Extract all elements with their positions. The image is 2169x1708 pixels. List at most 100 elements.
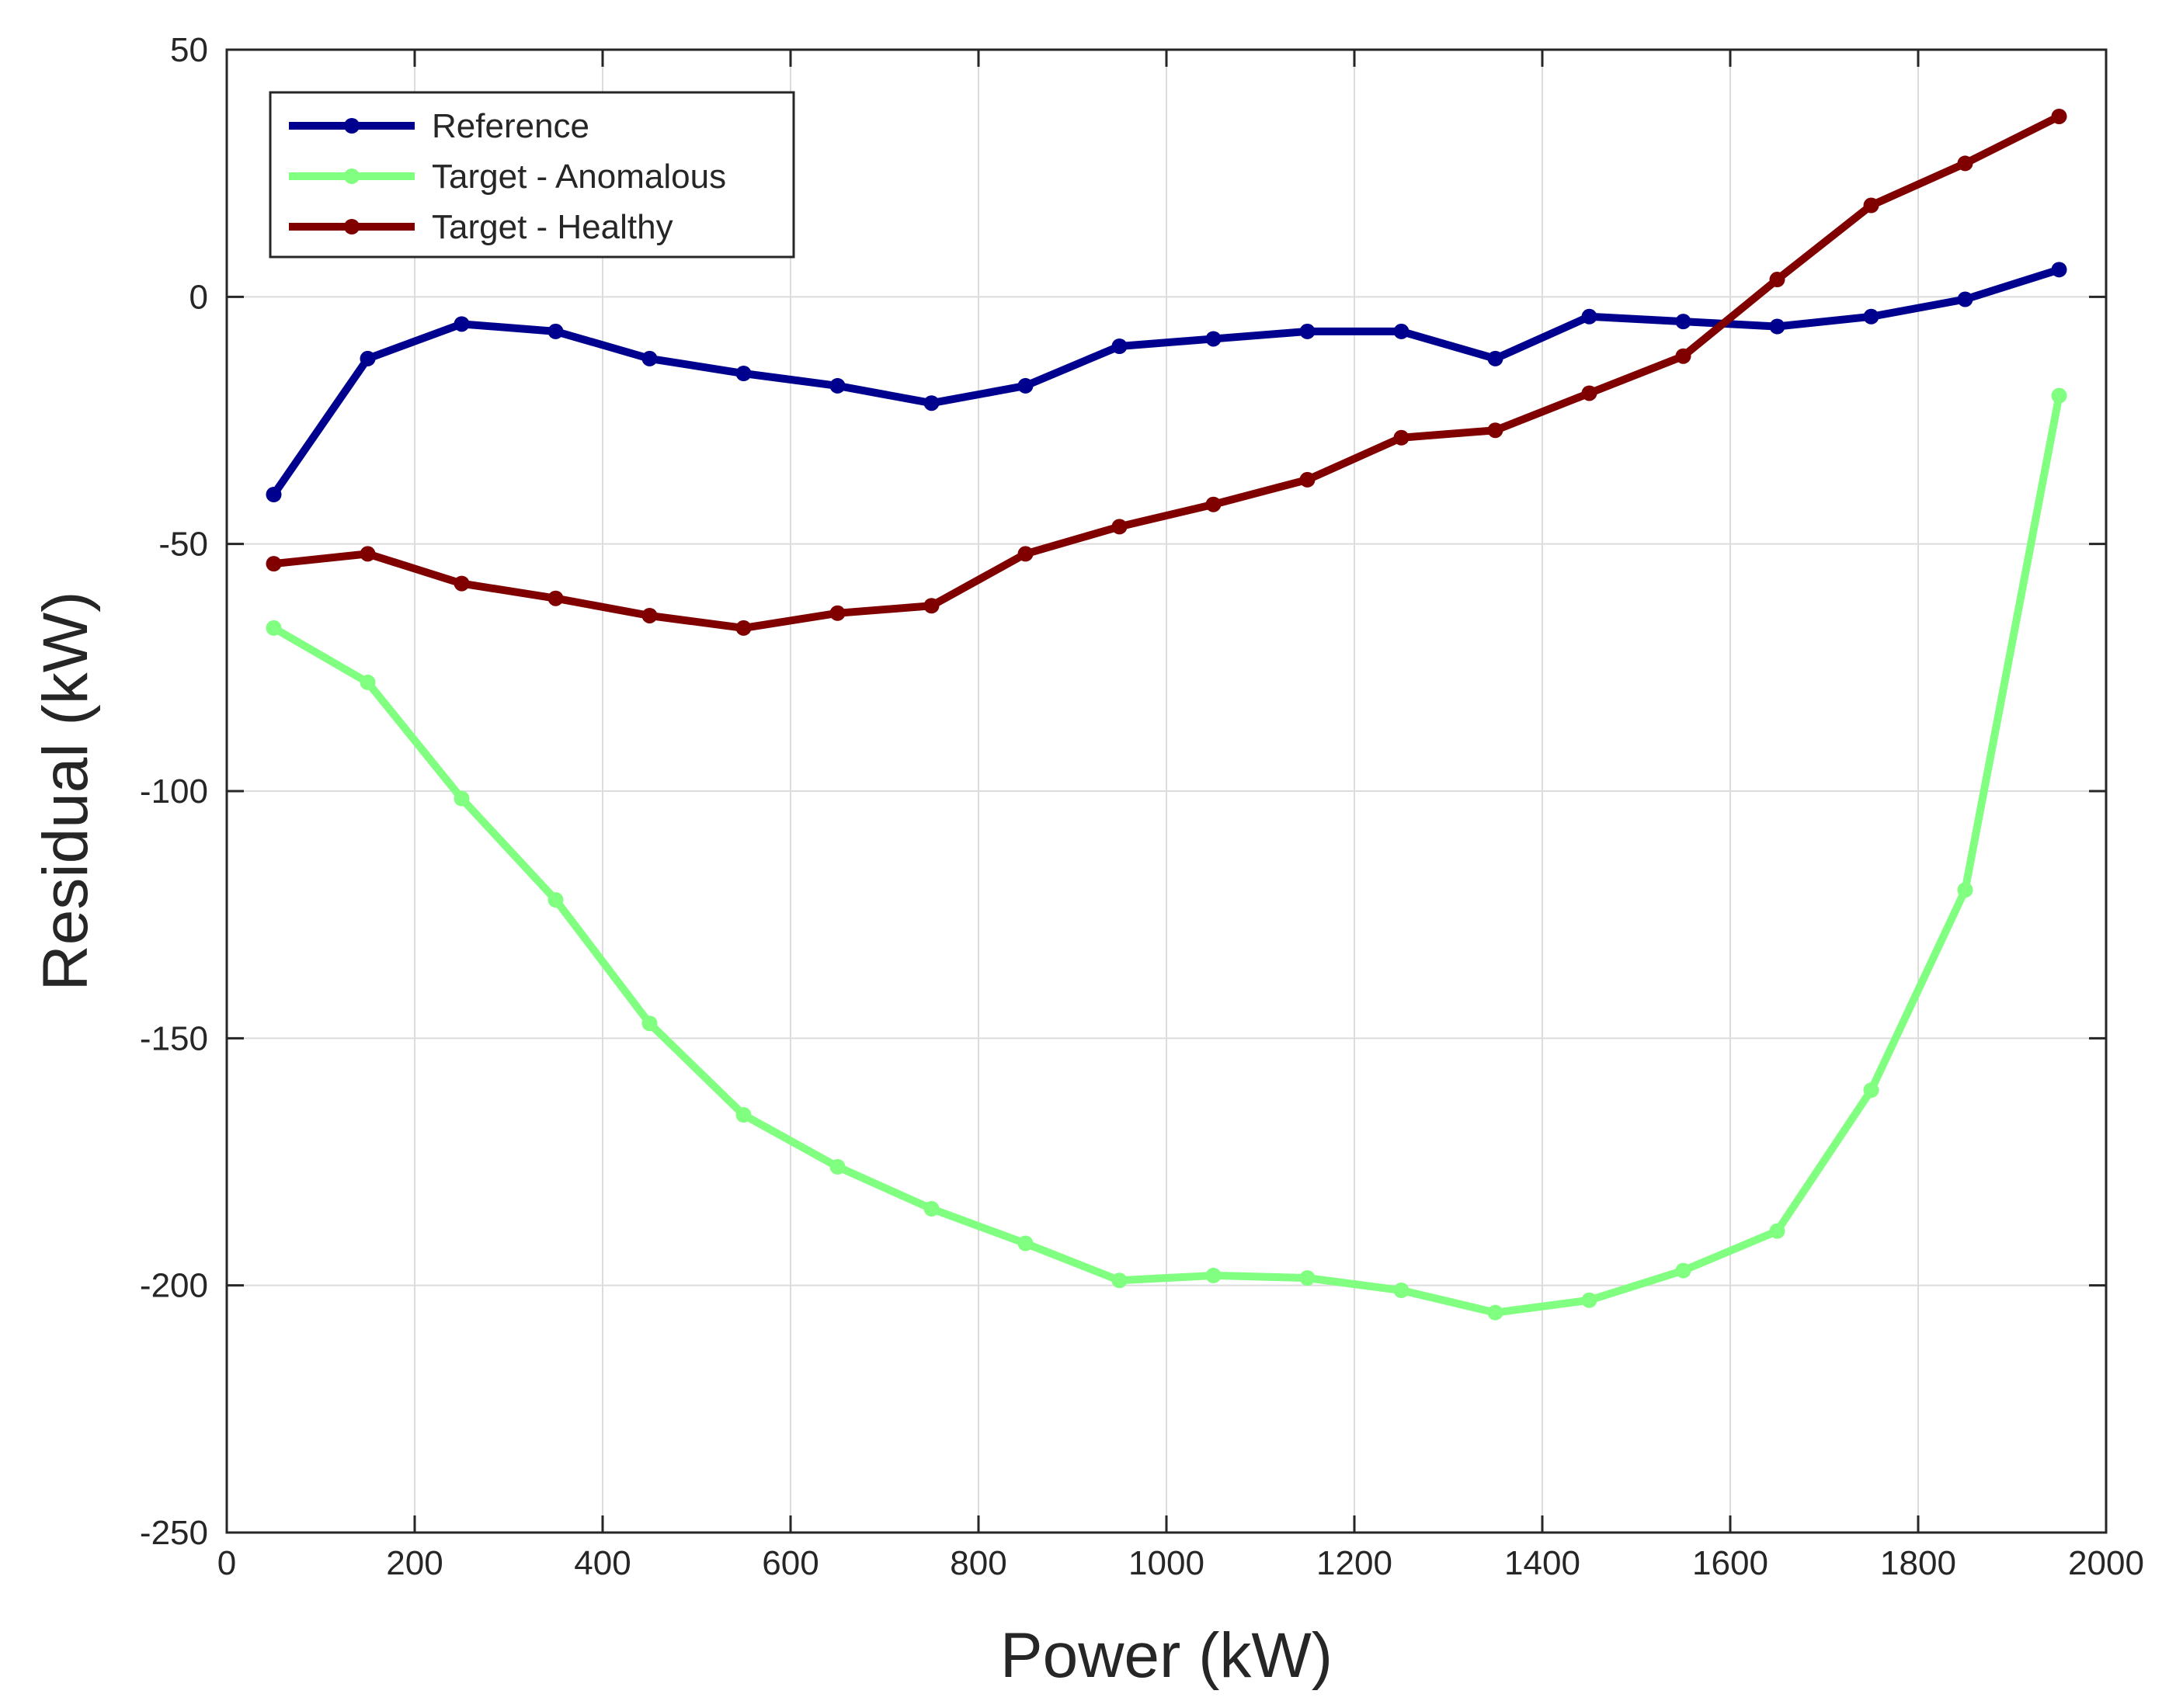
data-point-target-healthy	[360, 546, 376, 562]
data-point-target-healthy	[829, 605, 846, 621]
data-point-target-anomalous	[1675, 1262, 1691, 1279]
x-axis-label: Power (kW)	[1000, 1620, 1333, 1691]
data-point-reference	[1863, 308, 1879, 325]
legend-swatch-marker	[344, 118, 360, 134]
data-point-reference	[1017, 377, 1034, 394]
y-tick-label: -100	[140, 772, 208, 811]
legend-item-reference: Reference	[289, 107, 589, 145]
data-point-target-anomalous	[547, 892, 564, 908]
series-line-target-anomalous	[269, 391, 2063, 1317]
y-axis-label: Residual (kW)	[30, 592, 101, 991]
data-point-reference	[1769, 318, 1785, 335]
data-point-target-anomalous	[1863, 1082, 1879, 1099]
data-point-target-anomalous	[923, 1200, 940, 1217]
data-point-reference	[454, 316, 470, 332]
data-series	[266, 108, 2067, 1321]
data-point-target-anomalous	[1957, 882, 1973, 898]
data-point-target-healthy	[1299, 471, 1316, 488]
data-point-target-anomalous	[735, 1107, 752, 1123]
axis-ticks	[225, 48, 2108, 1534]
data-point-target-anomalous	[266, 620, 282, 636]
data-point-reference	[2051, 262, 2067, 278]
data-point-target-anomalous	[641, 1015, 658, 1032]
data-point-reference	[735, 366, 752, 382]
data-point-target-anomalous	[454, 790, 470, 807]
x-tick-label: 1000	[1128, 1544, 1204, 1582]
data-point-reference	[1299, 323, 1316, 339]
x-tick-label: 200	[386, 1544, 443, 1582]
data-point-target-healthy	[923, 598, 940, 614]
data-point-target-healthy	[1863, 197, 1879, 214]
legend-label: Target - Healthy	[432, 208, 673, 246]
x-tick-label: 1400	[1504, 1544, 1580, 1582]
data-point-reference	[1393, 323, 1410, 339]
data-point-reference	[266, 487, 282, 502]
data-point-reference	[1675, 314, 1691, 330]
x-tick-label: 2000	[2068, 1544, 2144, 1582]
series-line-reference	[269, 266, 2063, 498]
data-point-target-anomalous	[360, 674, 376, 690]
series-target-anomalous	[266, 387, 2067, 1321]
data-point-target-healthy	[1487, 422, 1503, 439]
data-point-reference	[547, 323, 564, 339]
x-tick-label: 600	[762, 1544, 819, 1582]
x-tick-label: 0	[217, 1544, 236, 1582]
legend-swatch-marker	[344, 168, 360, 184]
data-point-target-healthy	[1205, 496, 1222, 512]
data-point-target-healthy	[547, 590, 564, 606]
data-point-target-anomalous	[1581, 1292, 1597, 1308]
data-point-target-healthy	[1393, 429, 1410, 446]
data-point-target-healthy	[641, 607, 658, 623]
data-point-target-healthy	[1769, 272, 1785, 288]
data-point-target-anomalous	[1487, 1304, 1503, 1321]
tick-labels: 0 200 400 600 800 1000 1200 1400 1600 1800 2000 50 0…	[140, 31, 2144, 1582]
data-point-reference	[829, 377, 846, 394]
data-point-target-healthy	[454, 575, 470, 592]
x-tick-label: 1600	[1692, 1544, 1768, 1582]
data-point-target-healthy	[2051, 108, 2067, 124]
x-tick-label: 400	[574, 1544, 631, 1582]
data-point-target-anomalous	[1111, 1272, 1128, 1289]
y-tick-label: -50	[158, 526, 208, 564]
legend-swatch-marker	[344, 219, 360, 234]
y-tick-label: 0	[189, 278, 208, 316]
y-tick-label: -150	[140, 1019, 208, 1057]
data-point-reference	[1111, 338, 1128, 354]
series-target-healthy	[266, 108, 2067, 636]
data-point-reference	[923, 395, 940, 411]
data-point-reference	[360, 350, 376, 366]
data-point-reference	[641, 350, 658, 366]
series-reference	[266, 262, 2067, 502]
legend-label: Reference	[432, 107, 589, 145]
data-point-target-anomalous	[2051, 387, 2067, 404]
data-point-target-anomalous	[1393, 1283, 1410, 1299]
legend: Reference Target - Anomalous Target - Heal…	[269, 91, 795, 259]
data-point-target-anomalous	[829, 1158, 846, 1175]
y-tick-label: -200	[140, 1267, 208, 1305]
data-point-target-healthy	[266, 556, 282, 572]
data-point-reference	[1957, 291, 1973, 307]
series-line-target-healthy	[269, 112, 2063, 632]
data-point-target-anomalous	[1769, 1223, 1785, 1239]
data-point-target-healthy	[1111, 519, 1128, 535]
data-point-target-anomalous	[1205, 1267, 1222, 1283]
data-point-target-anomalous	[1017, 1235, 1034, 1251]
data-point-target-healthy	[1017, 546, 1034, 562]
x-tick-label: 800	[950, 1544, 1006, 1582]
y-tick-label: 50	[170, 31, 208, 69]
data-point-reference	[1487, 350, 1503, 366]
x-tick-label: 1800	[1880, 1544, 1956, 1582]
legend-label: Target - Anomalous	[432, 158, 726, 196]
data-point-target-healthy	[1675, 348, 1691, 364]
grid-lines	[227, 50, 2106, 1533]
y-tick-label: -250	[140, 1514, 208, 1552]
data-point-reference	[1581, 308, 1597, 325]
x-tick-label: 1200	[1316, 1544, 1392, 1582]
data-point-target-anomalous	[1299, 1270, 1316, 1286]
legend-item-target-healthy: Target - Healthy	[289, 208, 673, 246]
data-point-target-healthy	[1581, 385, 1597, 401]
data-point-reference	[1205, 331, 1222, 347]
data-point-target-healthy	[1957, 155, 1973, 172]
